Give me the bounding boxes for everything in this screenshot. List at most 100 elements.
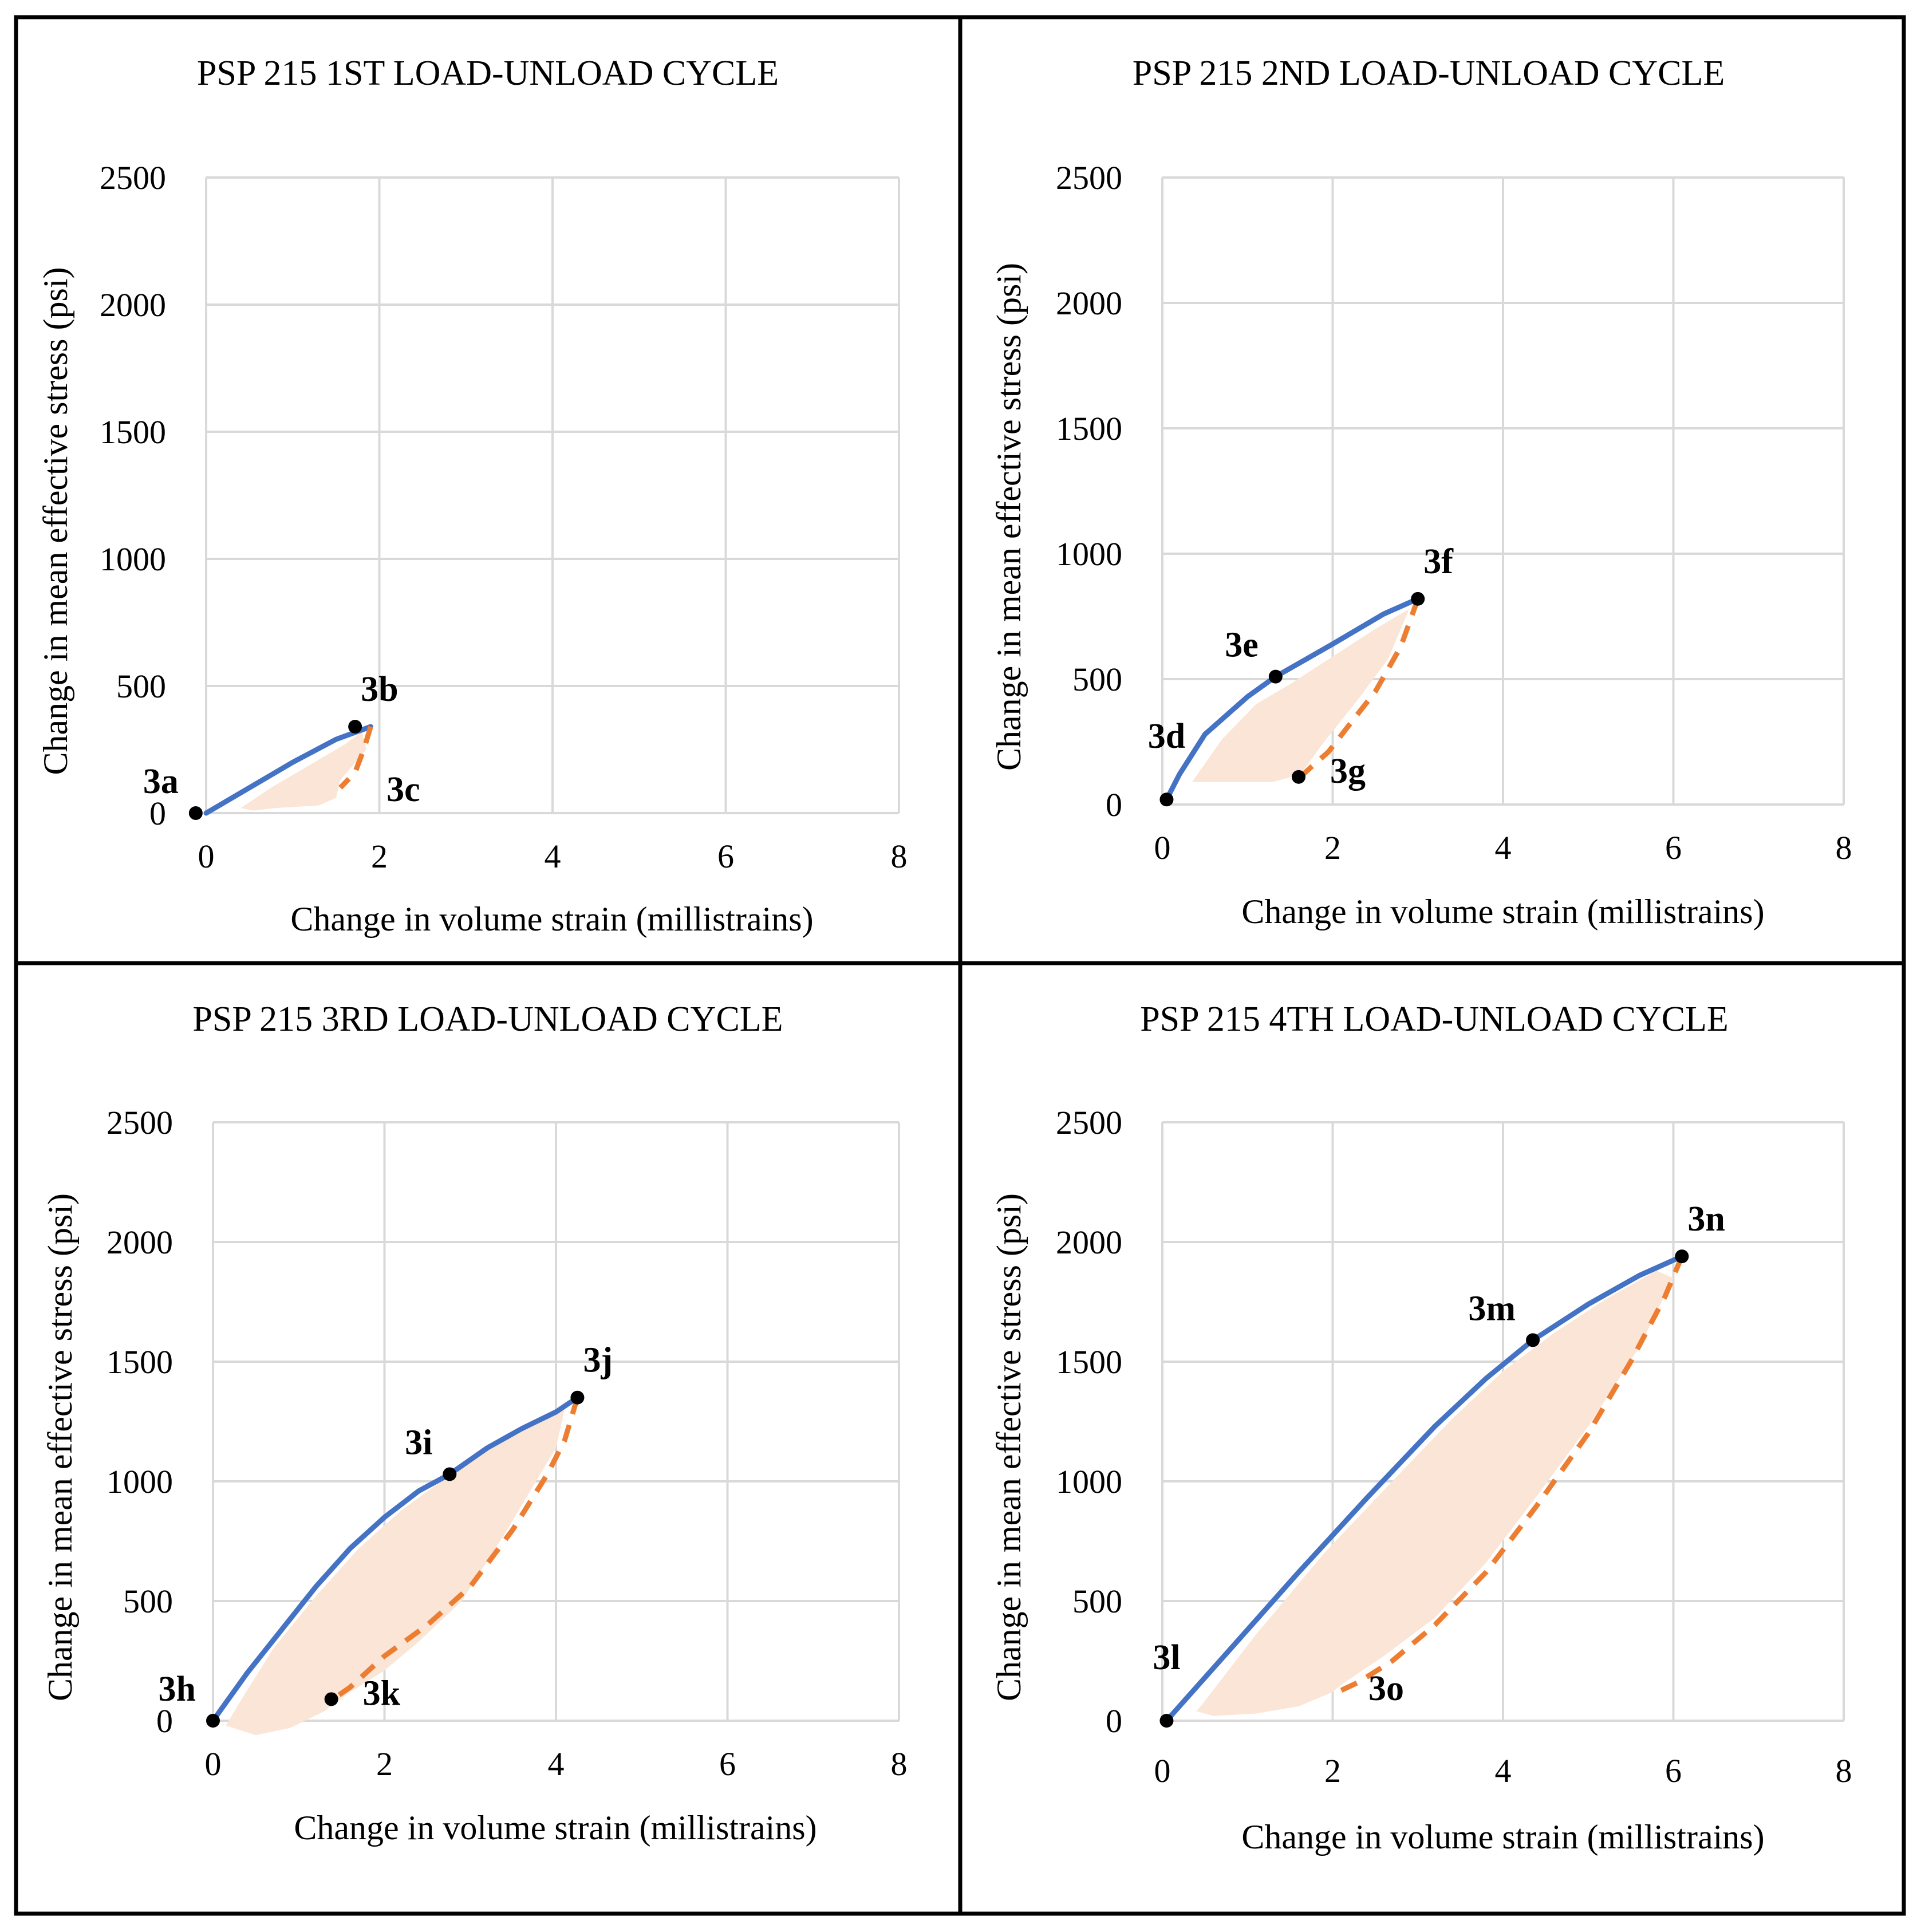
unloading-curve (338, 726, 373, 790)
data-point-3b (348, 720, 362, 734)
x-axis-label: Change in volume strain (millistrains) (1241, 1818, 1764, 1856)
y-tick-label: 2500 (106, 1104, 173, 1141)
point-label-3d: 3d (1148, 717, 1185, 756)
point-label-3n: 3n (1687, 1200, 1725, 1239)
y-tick-label: 1000 (106, 1463, 173, 1500)
data-point-3d (1159, 792, 1174, 807)
y-tick-label: 2500 (100, 159, 166, 196)
x-tick-label: 0 (198, 838, 215, 875)
x-tick-label: 6 (1665, 829, 1682, 866)
x-tick-label: 0 (1154, 829, 1171, 866)
x-tick-label: 6 (717, 838, 734, 875)
y-tick-label: 2000 (1056, 1224, 1122, 1261)
chart-panel-2: PSP 215 2ND LOAD-UNLOAD CYCLE 0 2 4 6 8 0 500 10… (990, 54, 1852, 930)
loading-curve (1163, 1253, 1685, 1724)
y-tick-label: 0 (1106, 786, 1122, 823)
x-axis-label: Change in volume strain (millistrains) (290, 900, 813, 938)
data-point-3g (1292, 770, 1305, 784)
x-tick-label: 2 (1324, 829, 1341, 866)
x-tick-label: 2 (1324, 1752, 1341, 1789)
y-tick-label: 1000 (1056, 1463, 1122, 1500)
data-point-3i (443, 1467, 457, 1481)
y-tick-label: 0 (156, 1702, 173, 1740)
unloading-curve (1298, 598, 1421, 779)
x-tick-label: 8 (891, 838, 908, 875)
x-tick-label: 8 (1836, 829, 1852, 866)
y-tick-label: 1000 (100, 541, 166, 578)
point-label-3b: 3b (361, 670, 398, 709)
point-label-3e: 3e (1225, 626, 1259, 665)
x-tick-label: 6 (1665, 1752, 1682, 1789)
point-label-3k: 3k (363, 1674, 401, 1713)
chart-panel-1: PSP 215 1ST LOAD-UNLOAD CYCLE 0 2 4 6 8 0 500 10… (37, 54, 908, 938)
x-tick-label: 0 (1154, 1752, 1171, 1789)
y-tick-label: 500 (1072, 1583, 1122, 1620)
hysteresis-fill (240, 731, 366, 811)
unloading-curve (332, 1397, 580, 1702)
point-label-3c: 3c (386, 770, 420, 809)
point-label-3m: 3m (1468, 1289, 1516, 1328)
point-label-3a: 3a (143, 762, 179, 801)
data-point-3l (1159, 1714, 1174, 1728)
y-tick-label: 2500 (1056, 1104, 1122, 1141)
loading-curve (203, 724, 373, 816)
x-tick-label: 4 (548, 1745, 565, 1783)
y-tick-label: 2000 (100, 286, 166, 324)
chart-title: PSP 215 1ST LOAD-UNLOAD CYCLE (197, 54, 779, 93)
data-point-3h (206, 1714, 220, 1728)
data-point-3j (570, 1390, 585, 1405)
y-tick-label: 1500 (1056, 410, 1122, 447)
point-label-3j: 3j (583, 1341, 613, 1380)
y-axis-label: Change in mean effective stress (psi) (990, 1193, 1028, 1701)
hysteresis-fill (1196, 1271, 1674, 1716)
y-tick-label: 500 (123, 1583, 173, 1620)
data-point-3f (1411, 592, 1425, 606)
y-tick-label: 2000 (106, 1224, 173, 1261)
x-tick-label: 8 (891, 1745, 908, 1783)
loading-curve (210, 1395, 580, 1724)
unloading-curve (1331, 1255, 1685, 1697)
y-axis-label: Change in mean effective stress (psi) (41, 1193, 79, 1701)
x-tick-label: 2 (376, 1745, 393, 1783)
y-axis-label: Change in mean effective stress (psi) (37, 267, 74, 775)
chart-title: PSP 215 2ND LOAD-UNLOAD CYCLE (1133, 54, 1725, 93)
hysteresis-fill (1192, 609, 1410, 782)
x-tick-label: 6 (719, 1745, 736, 1783)
x-tick-label: 4 (1495, 1752, 1512, 1789)
y-tick-label: 2000 (1056, 285, 1122, 322)
y-tick-label: 0 (1106, 1702, 1122, 1740)
x-tick-label: 2 (371, 838, 388, 875)
x-tick-label: 4 (545, 838, 561, 875)
y-tick-label: 1500 (106, 1343, 173, 1381)
point-label-3h: 3h (159, 1670, 196, 1709)
x-axis-label: Change in volume strain (millistrains) (1241, 893, 1764, 930)
chart-title: PSP 215 4TH LOAD-UNLOAD CYCLE (1140, 1000, 1729, 1039)
data-point-3e (1268, 669, 1283, 684)
point-label-3g: 3g (1330, 752, 1366, 791)
data-point-3k (324, 1692, 338, 1706)
data-point-3n (1675, 1249, 1689, 1264)
chart-title: PSP 215 3RD LOAD-UNLOAD CYCLE (192, 1000, 783, 1039)
y-tick-label: 1000 (1056, 535, 1122, 573)
point-label-3i: 3i (405, 1423, 432, 1462)
point-label-3l: 3l (1153, 1638, 1180, 1677)
x-tick-label: 4 (1495, 829, 1512, 866)
x-axis-label: Change in volume strain (millistrains) (294, 1809, 816, 1847)
point-label-3f: 3f (1423, 542, 1454, 581)
y-tick-label: 500 (116, 668, 166, 705)
x-tick-label: 0 (205, 1745, 222, 1783)
data-point-3a (188, 806, 203, 820)
y-axis-label: Change in mean effective stress (psi) (990, 263, 1028, 771)
y-tick-label: 2500 (1056, 159, 1122, 196)
loading-curve (1163, 596, 1421, 802)
point-label-3o: 3o (1368, 1669, 1404, 1708)
chart-panel-4: PSP 215 4TH LOAD-UNLOAD CYCLE 0 2 4 6 8 0 500 10… (990, 1000, 1852, 1856)
data-point-3m (1526, 1333, 1540, 1347)
y-tick-label: 500 (1072, 661, 1122, 698)
y-tick-label: 1500 (1056, 1343, 1122, 1381)
hysteresis-fill (226, 1409, 565, 1736)
chart-panel-3: PSP 215 3RD LOAD-UNLOAD CYCLE 0 2 4 6 8 0 500 10… (41, 1000, 908, 1847)
x-tick-label: 8 (1836, 1752, 1852, 1789)
